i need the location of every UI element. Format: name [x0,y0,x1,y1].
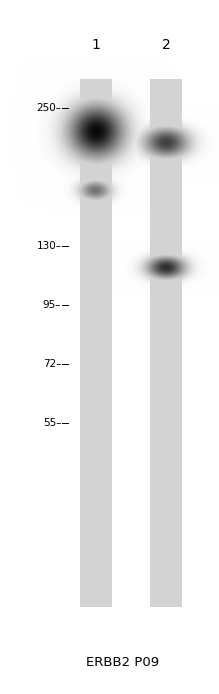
Text: 250–: 250– [36,103,61,112]
Text: 1: 1 [92,38,101,52]
Text: 130–: 130– [36,242,61,251]
Text: 2: 2 [162,38,171,52]
Text: 95–: 95– [43,301,61,310]
Text: 72–: 72– [43,359,61,369]
Text: 55–: 55– [43,418,61,428]
Text: ERBB2 P09: ERBB2 P09 [86,657,159,669]
